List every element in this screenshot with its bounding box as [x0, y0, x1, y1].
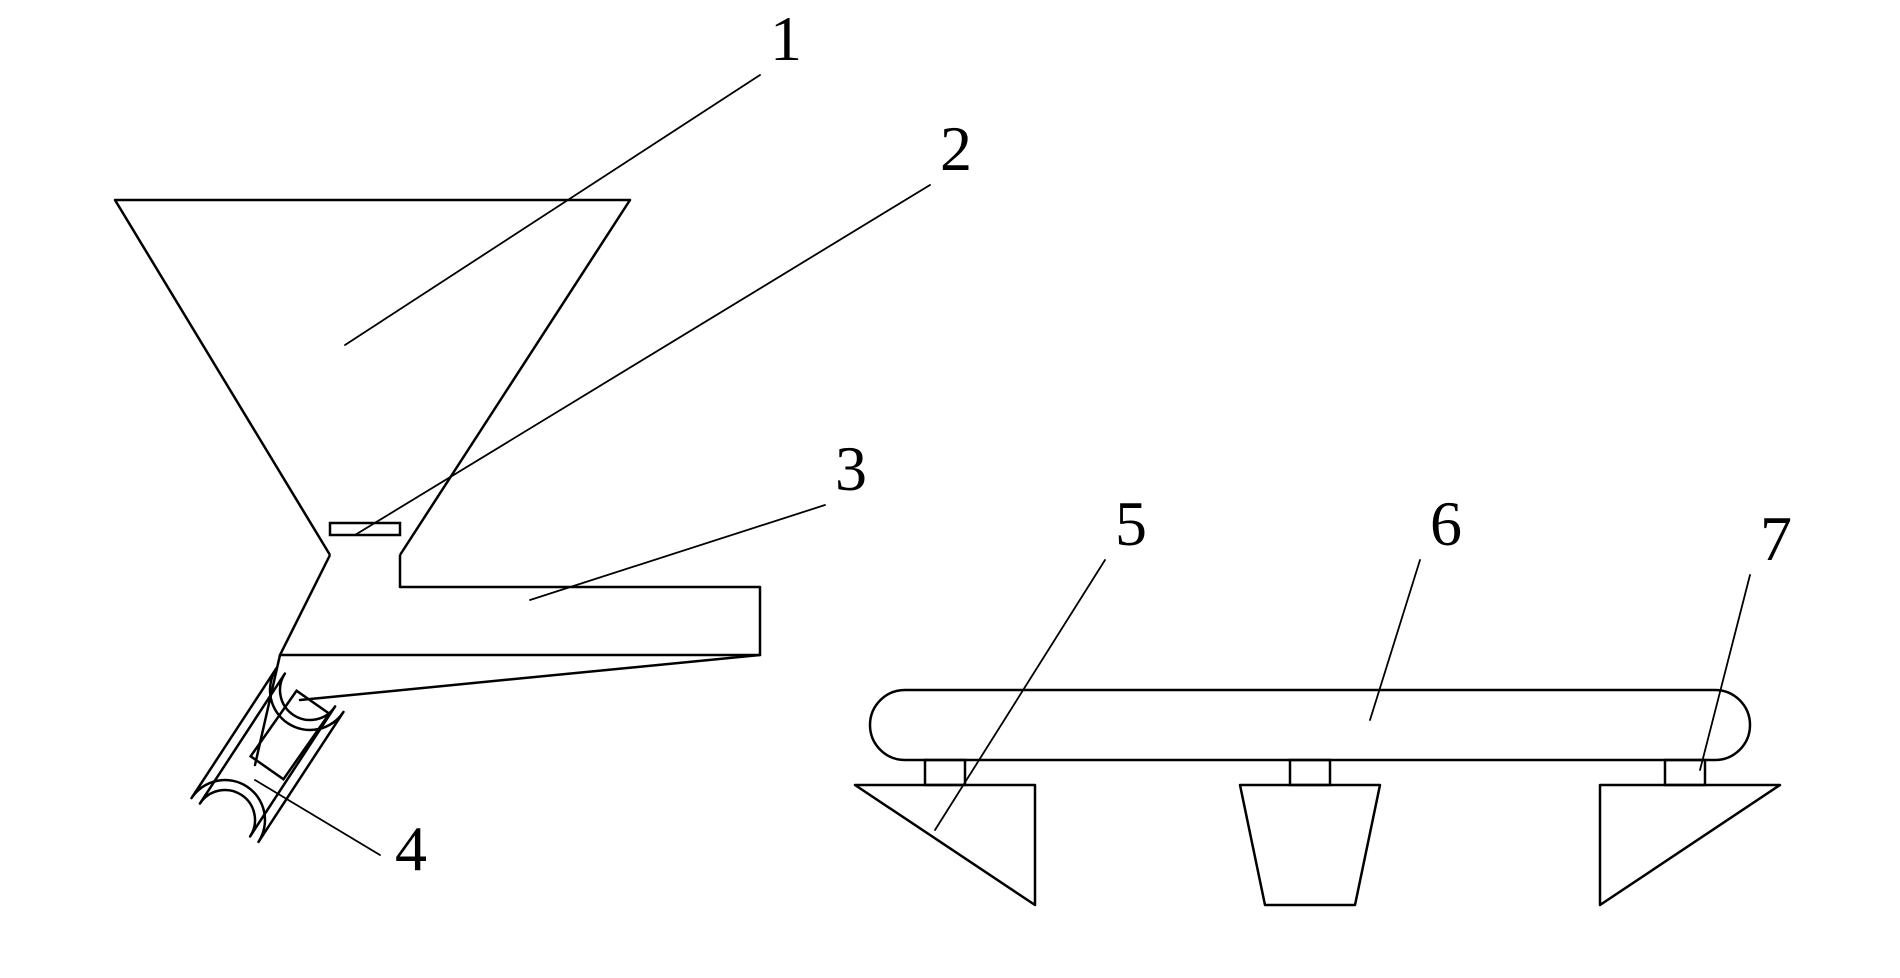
- funnel-right-edge: [400, 200, 630, 555]
- label-l3: 3: [835, 433, 867, 504]
- leader-l1: [345, 75, 760, 345]
- funnel-left-edge: [115, 200, 330, 555]
- label-l1: 1: [770, 3, 802, 74]
- leg-1: [1290, 760, 1330, 785]
- left-triangle: [855, 785, 1035, 905]
- label-l7: 7: [1760, 503, 1792, 574]
- middle-trapezoid: [1240, 785, 1380, 905]
- handle-link-0: [300, 655, 760, 700]
- leader-l6: [1370, 560, 1420, 720]
- handle-outer: [192, 668, 344, 842]
- chute-channel: [280, 555, 760, 655]
- leader-l7: [1700, 575, 1750, 770]
- label-l6: 6: [1430, 488, 1462, 559]
- leg-2: [1665, 760, 1705, 785]
- leg-0: [925, 760, 965, 785]
- leader-l5: [935, 560, 1105, 830]
- label-l4: 4: [395, 813, 427, 884]
- label-l2: 2: [940, 113, 972, 184]
- right-triangle: [1600, 785, 1780, 905]
- label-l5: 5: [1115, 488, 1147, 559]
